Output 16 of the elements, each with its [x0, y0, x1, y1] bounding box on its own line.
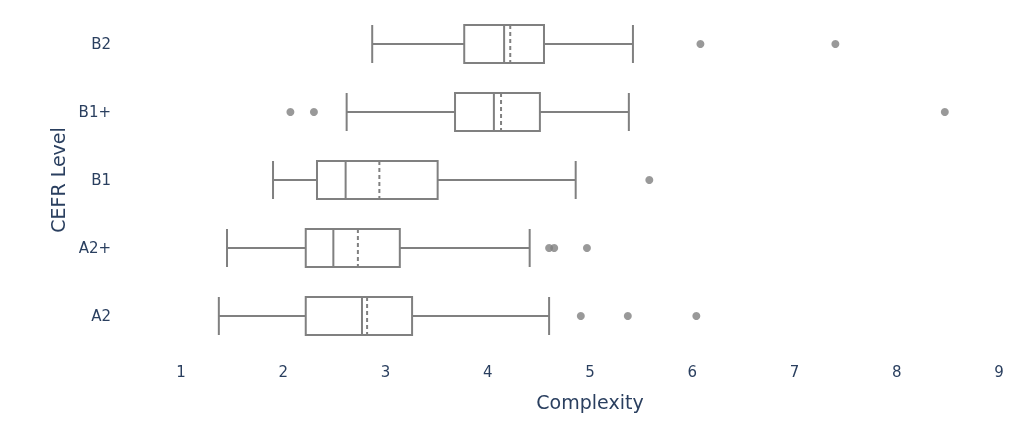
- x-tick-label: 4: [482, 362, 493, 381]
- x-tick-label: 6: [687, 362, 698, 381]
- x-tick-label: 9: [994, 362, 1004, 381]
- x-tick-label: 5: [585, 362, 595, 381]
- y-tick-label: B1: [91, 171, 111, 189]
- x-axis-title: Complexity: [536, 390, 644, 413]
- y-axis-title: CEFR Level: [47, 127, 70, 233]
- x-tick-label: 1: [176, 362, 186, 381]
- y-tick-label: B1+: [78, 103, 111, 121]
- y-tick-label: A2+: [78, 239, 111, 257]
- x-tick-label: 2: [278, 362, 289, 381]
- y-tick-label: B2: [91, 35, 111, 53]
- x-tick-label: 7: [789, 362, 800, 381]
- y-tick-label: A2: [91, 307, 111, 325]
- x-tick-label: 3: [380, 362, 391, 381]
- x-tick-label: 8: [891, 362, 902, 381]
